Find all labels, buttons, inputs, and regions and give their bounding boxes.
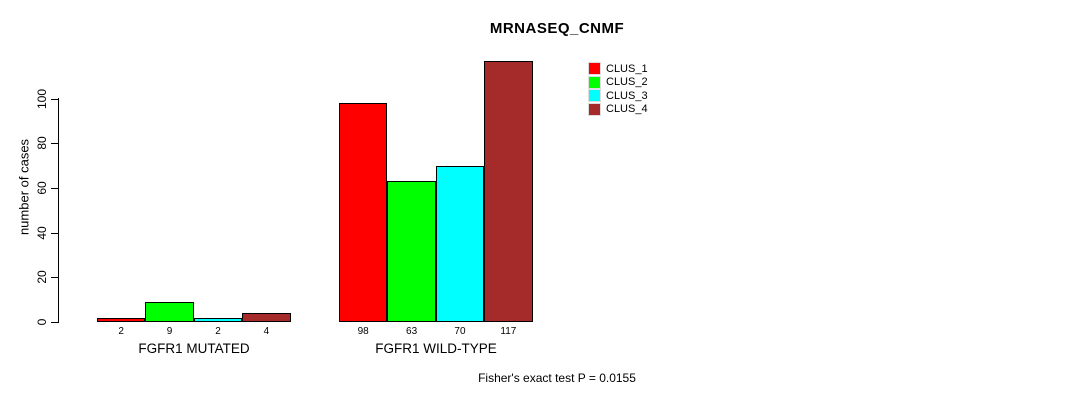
bar-count-label: 2: [118, 326, 124, 337]
legend-label: CLUS_2: [606, 76, 648, 89]
bar-count-label: 63: [406, 326, 418, 337]
y-axis-line: [58, 98, 59, 323]
legend-item-clus_3: CLUS_3: [588, 89, 648, 103]
bar-clus_2-group2: [387, 181, 436, 322]
bar-clus_2-group1: [145, 301, 194, 322]
bar-count-label: 98: [357, 326, 369, 337]
bar-clus_4-group1: [242, 313, 291, 322]
y-tick-mark: [51, 322, 58, 323]
chart-title: MRNASEQ_CNMF: [489, 20, 625, 37]
y-tick-mark: [51, 187, 58, 189]
group-label-fgfr1-wild-type: FGFR1 WILD-TYPE: [375, 341, 497, 356]
legend: CLUS_1 CLUS_2 CLUS_3 CLUS_4: [588, 62, 648, 116]
legend-item-clus_1: CLUS_1: [588, 62, 648, 76]
bar-count-label: 117: [500, 326, 517, 337]
y-tick-label: 20: [35, 270, 49, 284]
legend-item-clus_2: CLUS_2: [588, 75, 648, 90]
bar-count-label: 9: [166, 326, 173, 337]
y-tick-label: 100: [35, 88, 49, 109]
legend-label: CLUS_4: [606, 103, 648, 116]
bar-clus_3-group1: [193, 317, 243, 322]
y-tick-label: 0: [35, 318, 49, 326]
y-tick-label: 80: [35, 136, 49, 150]
bar-clus_4-group2: [484, 60, 533, 322]
y-tick-mark: [51, 277, 58, 279]
legend-swatch-icon: [588, 89, 601, 103]
legend-item-clus_4: CLUS_4: [588, 102, 648, 117]
y-tick-mark: [51, 98, 58, 100]
bar-count-label: 70: [454, 326, 466, 337]
legend-swatch-icon: [588, 75, 601, 89]
y-tick-mark: [51, 143, 58, 145]
bar-count-label: 2: [215, 326, 221, 337]
y-tick-label: 40: [35, 225, 49, 240]
legend-label: CLUS_3: [606, 89, 648, 102]
fisher-test-annotation: Fisher's exact test P = 0.0155: [478, 371, 636, 385]
bar-clus_1-group2: [339, 103, 388, 322]
legend-label: CLUS_1: [606, 62, 648, 75]
bar-count-label: 4: [263, 326, 270, 337]
y-tick-mark: [51, 232, 58, 234]
y-axis-label: number of cases: [16, 138, 32, 236]
group-label-fgfr1-mutated: FGFR1 MUTATED: [138, 341, 250, 356]
bar-clus_1-group1: [97, 317, 146, 322]
y-tick-label: 60: [35, 181, 49, 195]
bar-clus_3-group2: [435, 165, 485, 322]
legend-swatch-icon: [588, 62, 601, 76]
legend-swatch-icon: [588, 102, 601, 116]
